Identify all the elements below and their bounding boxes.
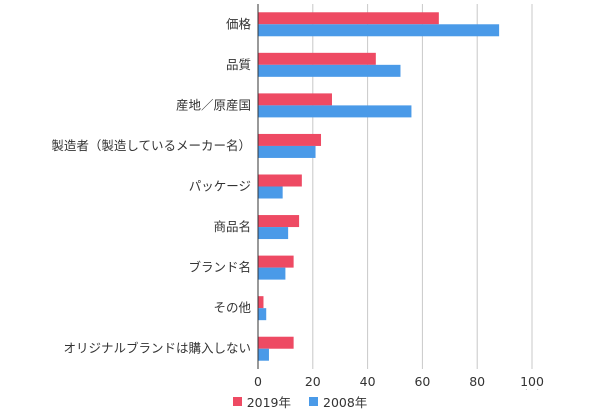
bar-2019年 [258, 93, 332, 106]
bar-2008年 [258, 267, 286, 280]
bars [258, 12, 500, 361]
x-tick-label: 100 [520, 374, 544, 389]
category-label: ブランド名 [188, 260, 251, 275]
category-label: 商品名 [213, 219, 251, 234]
legend-label-2019: 2019年 [246, 394, 291, 410]
category-label: その他 [213, 300, 251, 315]
bar-2008年 [258, 24, 500, 37]
x-tick-label: 0 [254, 374, 262, 389]
x-tick-label: 20 [305, 374, 321, 389]
x-tick-label: 80 [469, 374, 485, 389]
legend: 2019年 2008年 [0, 391, 600, 411]
category-label: パッケージ [189, 179, 251, 194]
bar-2008年 [258, 105, 412, 118]
legend-swatch-2008 [309, 396, 318, 406]
bar-2008年 [258, 348, 269, 361]
bar-2008年 [258, 145, 316, 158]
x-tick-label: 40 [360, 374, 376, 389]
bar-2008年 [258, 186, 283, 199]
legend-swatch-2019 [232, 396, 242, 406]
bar-2019年 [258, 133, 322, 146]
bar-2019年 [258, 255, 294, 268]
category-label: オリジナルブランドは購入しない [63, 341, 251, 356]
legend-label-2008: 2008年 [323, 394, 368, 410]
x-tick-label: 60 [414, 374, 430, 389]
legend-item-2019: 2019年 [232, 392, 291, 411]
bar-2008年 [258, 227, 289, 240]
value-axis-ticks: 0 20 40 60 80 100 [254, 374, 544, 389]
bar-2019年 [258, 215, 300, 228]
category-label: 産地／原産国 [176, 97, 251, 112]
bar-2019年 [258, 296, 264, 309]
unit-label: （%） [517, 389, 547, 390]
bar-2008年 [258, 308, 267, 321]
category-label: 価格 [226, 16, 252, 31]
legend-item-2008: 2008年 [309, 392, 367, 411]
bar-2019年 [258, 52, 376, 65]
category-label: 品質 [226, 57, 251, 72]
bar-2019年 [258, 12, 439, 25]
bar-2008年 [258, 64, 401, 77]
bar-2019年 [258, 336, 294, 349]
category-label: 製造者（製造しているメーカー名） [51, 138, 251, 153]
bar-2019年 [258, 174, 302, 187]
